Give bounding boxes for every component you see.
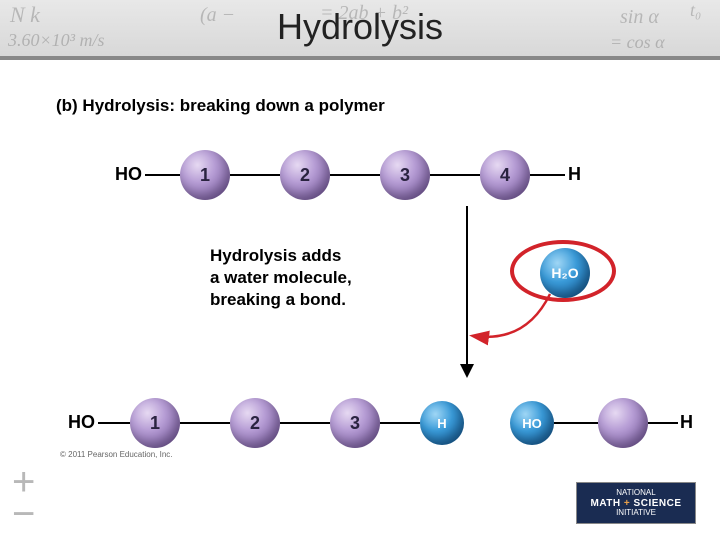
nms-logo-text: NATIONAL MATH + SCIENCE INITIATIVE (591, 489, 682, 518)
hydrolysis-caption: Hydrolysis addsa water molecule,breaking… (210, 245, 352, 311)
bond-line (180, 422, 230, 424)
purple-monomer: 1 (130, 398, 180, 448)
red-curved-arrow (456, 288, 576, 358)
bond-line (554, 422, 598, 424)
purple-monomer: 1 (180, 150, 230, 200)
copyright-text: © 2011 Pearson Education, Inc. (60, 450, 172, 459)
bond-line (648, 422, 678, 424)
purple-monomer: 4 (480, 150, 530, 200)
bond-line (330, 174, 380, 176)
purple-monomer: 2 (280, 150, 330, 200)
atom-label: H (680, 412, 693, 433)
purple-monomer (598, 398, 648, 448)
bond-line (280, 422, 330, 424)
blue-monomer: HO (510, 401, 554, 445)
purple-monomer: 3 (380, 150, 430, 200)
slide-title: Hydrolysis (0, 6, 720, 48)
bond-line (145, 174, 180, 176)
atom-label: HO (115, 164, 142, 185)
atom-label: HO (68, 412, 95, 433)
bond-line (380, 422, 420, 424)
purple-monomer: 3 (330, 398, 380, 448)
blue-monomer: H (420, 401, 464, 445)
atom-label: H (568, 164, 581, 185)
plus-decoration: +− (12, 466, 35, 530)
bond-line (98, 422, 130, 424)
bond-line (430, 174, 480, 176)
nms-logo: NATIONAL MATH + SCIENCE INITIATIVE (576, 482, 696, 524)
purple-monomer: 2 (230, 398, 280, 448)
bond-line (530, 174, 565, 176)
section-label: (b) Hydrolysis: breaking down a polymer (56, 96, 385, 116)
bond-line (230, 174, 280, 176)
